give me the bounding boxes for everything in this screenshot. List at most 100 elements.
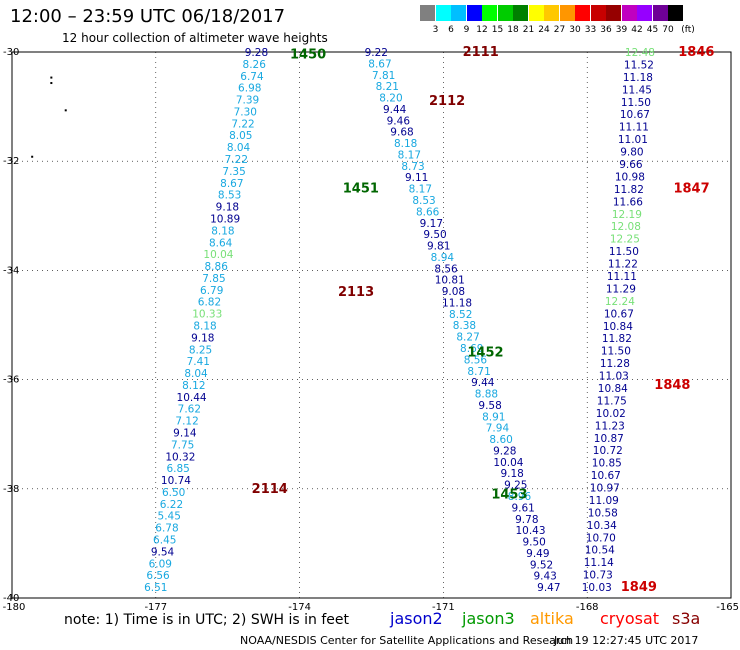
wave-height-label[interactable]: 10.97 <box>590 483 620 495</box>
wave-height-label[interactable]: 10.43 <box>515 525 545 537</box>
wave-height-label[interactable]: 9.44 <box>471 377 495 389</box>
wave-height-label[interactable]: 8.86 <box>205 261 229 273</box>
wave-height-label[interactable]: 9.25 <box>504 480 527 492</box>
wave-height-label[interactable]: 5.45 <box>158 511 181 523</box>
wave-height-label[interactable]: 8.21 <box>376 81 399 93</box>
wave-height-label[interactable]: 10.84 <box>603 321 633 333</box>
wave-height-label[interactable]: 11.18 <box>623 72 653 84</box>
wave-height-label[interactable]: 11.82 <box>614 184 644 196</box>
wave-height-label[interactable]: 8.94 <box>431 252 455 264</box>
wave-height-label[interactable]: 7.30 <box>234 106 257 118</box>
wave-height-label[interactable]: 11.23 <box>595 420 625 432</box>
wave-height-label[interactable]: 11.18 <box>442 297 472 309</box>
wave-height-label[interactable]: 8.60 <box>489 434 512 446</box>
wave-height-label[interactable]: 10.73 <box>583 570 613 582</box>
wave-height-label[interactable]: 9.61 <box>511 502 534 514</box>
wave-height-label[interactable]: 10.67 <box>591 470 621 482</box>
wave-height-label[interactable]: 9.11 <box>405 172 428 184</box>
wave-height-label[interactable]: 7.12 <box>175 416 198 428</box>
wave-height-label[interactable]: 8.25 <box>189 344 212 356</box>
wave-height-label[interactable]: 8.52 <box>449 309 472 321</box>
wave-height-label[interactable]: 10.58 <box>588 507 618 519</box>
wave-height-label[interactable]: 9.66 <box>619 159 643 171</box>
wave-height-label[interactable]: 9.22 <box>365 47 388 59</box>
wave-height-label[interactable]: 10.54 <box>585 545 615 557</box>
wave-height-label[interactable]: 10.85 <box>592 458 622 470</box>
wave-height-label[interactable]: 11.82 <box>602 333 632 345</box>
wave-height-label[interactable]: 11.29 <box>606 283 636 295</box>
wave-height-label[interactable]: 7.35 <box>222 166 245 178</box>
wave-height-label[interactable]: 7.39 <box>236 95 259 107</box>
wave-height-label[interactable]: 9.08 <box>442 286 465 298</box>
wave-height-label[interactable]: 10.04 <box>203 249 233 261</box>
wave-height-label[interactable]: 7.22 <box>231 118 254 130</box>
wave-height-label[interactable]: 8.18 <box>193 320 216 332</box>
wave-height-label[interactable]: 10.67 <box>604 308 634 320</box>
wave-height-label[interactable]: 10.33 <box>192 309 222 321</box>
wave-height-label[interactable]: 12.08 <box>611 221 641 233</box>
wave-height-label[interactable]: 12.48 <box>625 47 655 59</box>
wave-height-label[interactable]: 10.67 <box>620 109 650 121</box>
wave-height-label[interactable]: 7.81 <box>372 70 395 82</box>
wave-height-label[interactable]: 9.28 <box>493 445 516 457</box>
wave-height-label[interactable]: 9.18 <box>191 332 214 344</box>
wave-height-label[interactable]: 11.50 <box>601 346 631 358</box>
wave-height-label[interactable]: 11.50 <box>621 97 651 109</box>
wave-height-label[interactable]: 9.50 <box>522 537 545 549</box>
wave-height-label[interactable]: 7.41 <box>187 356 210 368</box>
wave-height-label[interactable]: 8.56 <box>434 263 458 275</box>
wave-height-label[interactable]: 9.18 <box>500 468 523 480</box>
wave-height-label[interactable]: 6.82 <box>198 297 221 309</box>
wave-height-label[interactable]: 9.58 <box>478 400 501 412</box>
wave-height-label[interactable]: 10.03 <box>582 582 612 594</box>
wave-height-label[interactable]: 6.22 <box>160 499 183 511</box>
wave-height-label[interactable]: 8.66 <box>416 206 440 218</box>
wave-height-label[interactable]: 8.71 <box>467 366 490 378</box>
wave-height-label[interactable]: 10.32 <box>165 451 195 463</box>
wave-height-label[interactable]: 6.56 <box>146 570 170 582</box>
wave-height-label[interactable]: 6.98 <box>238 83 261 95</box>
wave-height-label[interactable]: 11.66 <box>613 196 643 208</box>
wave-height-label[interactable]: 8.17 <box>398 149 421 161</box>
wave-height-label[interactable]: 11.03 <box>599 371 629 383</box>
wave-height-label[interactable]: 8.67 <box>220 178 243 190</box>
wave-height-label[interactable]: 9.78 <box>515 514 538 526</box>
wave-height-label[interactable]: 8.18 <box>211 225 234 237</box>
wave-height-label[interactable]: 10.04 <box>493 457 523 469</box>
wave-height-label[interactable]: 9.43 <box>533 571 556 583</box>
wave-height-label[interactable]: 6.45 <box>153 535 176 547</box>
wave-height-label[interactable]: 11.11 <box>607 271 637 283</box>
wave-height-label[interactable]: 8.27 <box>456 332 479 344</box>
wave-height-label[interactable]: 8.56 <box>464 354 488 366</box>
wave-height-label[interactable]: 8.17 <box>409 184 432 196</box>
wave-height-label[interactable]: 10.74 <box>161 475 191 487</box>
wave-height-label[interactable]: 10.72 <box>593 445 623 457</box>
wave-height-label[interactable]: 7.62 <box>178 404 201 416</box>
wave-height-label[interactable]: 6.74 <box>240 71 264 83</box>
wave-height-label[interactable]: 7.75 <box>171 439 194 451</box>
wave-height-label[interactable]: 11.01 <box>618 134 648 146</box>
wave-height-label[interactable]: 9.44 <box>383 104 407 116</box>
wave-height-label[interactable]: 11.28 <box>600 358 630 370</box>
wave-height-label[interactable]: 9.54 <box>151 546 175 558</box>
wave-height-label[interactable]: 11.14 <box>584 557 614 569</box>
wave-height-label[interactable]: 8.12 <box>182 380 205 392</box>
wave-height-label[interactable]: 6.79 <box>200 285 223 297</box>
wave-height-label[interactable]: 11.75 <box>597 395 627 407</box>
wave-height-label[interactable]: 8.91 <box>482 411 505 423</box>
wave-height-label[interactable]: 7.22 <box>225 154 248 166</box>
wave-height-label[interactable]: 11.45 <box>622 84 652 96</box>
wave-height-label[interactable]: 9.17 <box>420 218 443 230</box>
wave-height-label[interactable]: 9.14 <box>173 428 197 440</box>
wave-height-label[interactable]: 10.84 <box>598 383 628 395</box>
wave-height-label[interactable]: 8.69 <box>460 343 483 355</box>
wave-height-label[interactable]: 10.70 <box>586 532 616 544</box>
wave-height-label[interactable]: 12.25 <box>610 234 640 246</box>
wave-height-label[interactable]: 10.34 <box>587 520 617 532</box>
wave-height-label[interactable]: 9.80 <box>620 147 643 159</box>
wave-height-label[interactable]: 6.51 <box>144 582 167 594</box>
wave-height-label[interactable]: 11.52 <box>624 59 654 71</box>
wave-height-label[interactable]: 6.85 <box>166 463 189 475</box>
wave-height-label[interactable]: 8.20 <box>379 93 402 105</box>
